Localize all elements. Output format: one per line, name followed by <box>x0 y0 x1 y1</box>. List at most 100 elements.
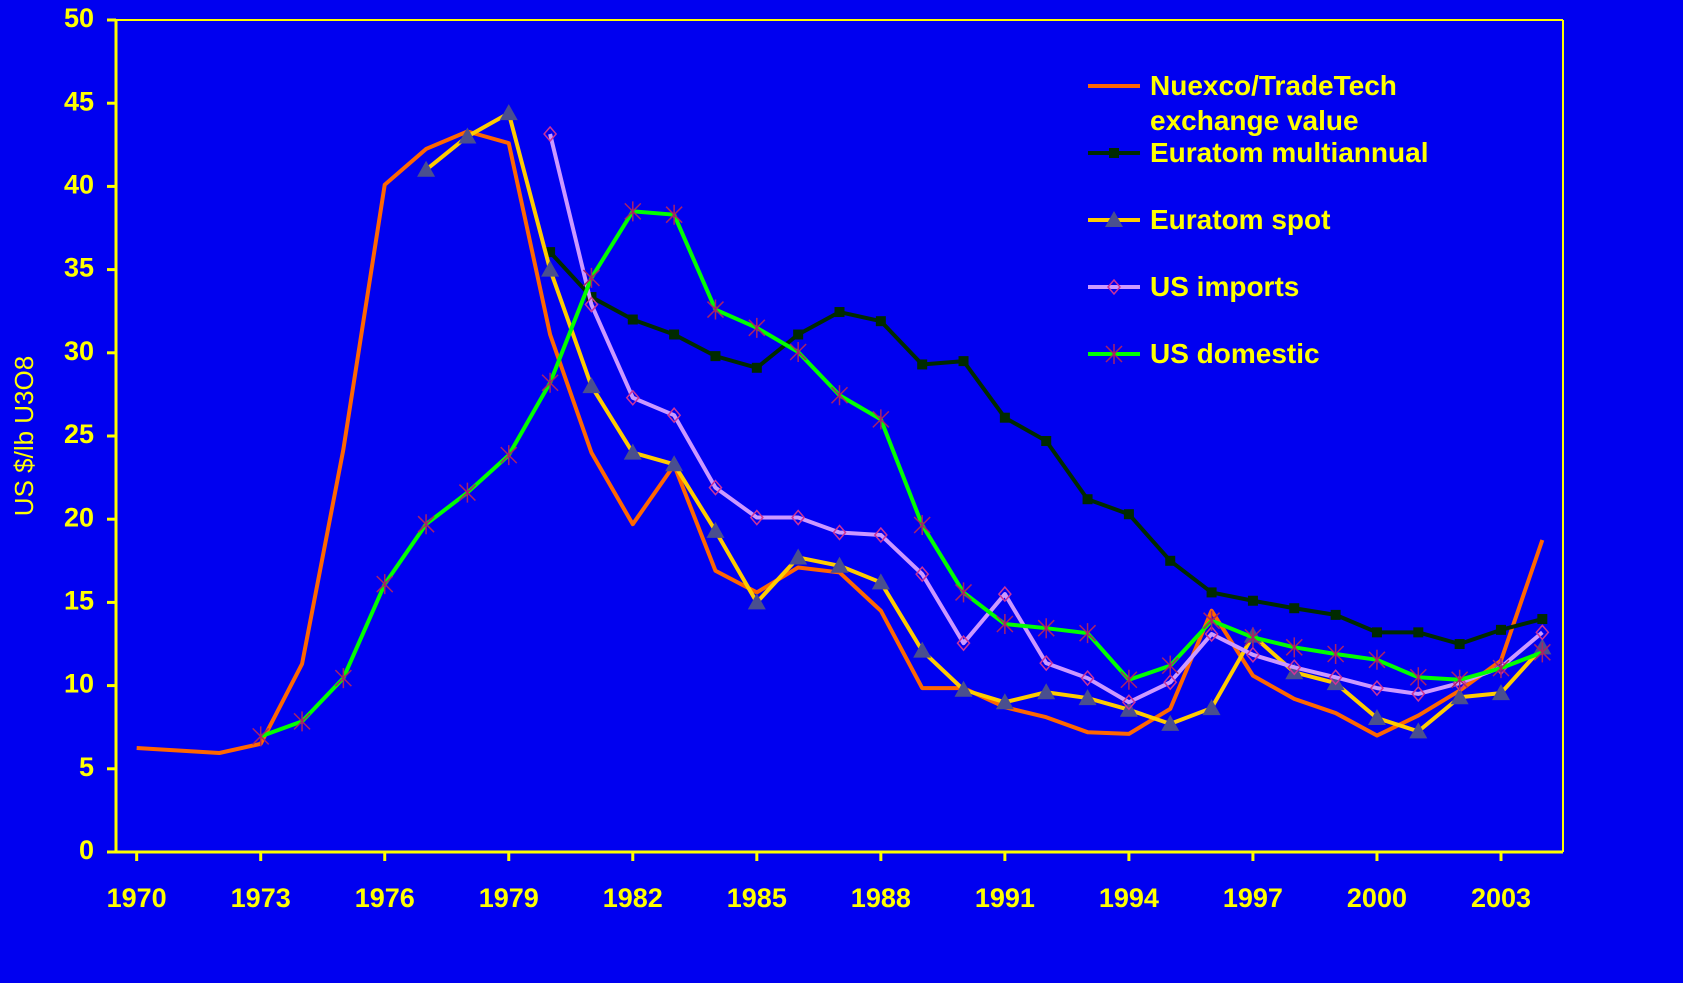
marker <box>1037 683 1056 700</box>
marker <box>1165 555 1176 566</box>
marker <box>1206 587 1217 598</box>
marker <box>545 247 556 258</box>
marker <box>999 412 1010 423</box>
marker <box>789 548 808 565</box>
marker <box>913 641 932 658</box>
y-tick-label: 35 <box>64 253 94 283</box>
marker <box>1454 639 1465 649</box>
marker <box>458 482 476 503</box>
marker <box>832 524 847 541</box>
marker <box>747 593 766 610</box>
marker <box>669 329 680 340</box>
marker <box>667 407 682 424</box>
marker <box>873 526 888 544</box>
y-tick-label: 5 <box>79 752 94 782</box>
marker <box>1328 669 1343 686</box>
marker <box>1037 618 1055 639</box>
marker <box>1492 658 1510 679</box>
marker <box>915 565 930 583</box>
marker <box>334 668 352 689</box>
x-tick-label: 1994 <box>1099 883 1159 913</box>
marker <box>1289 603 1300 614</box>
marker <box>543 125 558 143</box>
y-axis-label: US $/lb U3O8 <box>9 356 39 516</box>
y-tick-label: 50 <box>64 3 94 33</box>
marker <box>954 582 973 603</box>
legend-label: US domestic <box>1150 338 1320 369</box>
marker <box>1537 614 1548 625</box>
marker <box>1105 211 1123 227</box>
marker <box>749 509 764 526</box>
legend-label: Nuexco/TradeTech exchange value <box>1150 70 1397 136</box>
y-tick-label: 0 <box>79 835 94 865</box>
marker <box>748 317 766 338</box>
y-tick-label: 45 <box>64 86 94 116</box>
marker <box>1368 649 1386 670</box>
x-tick-label: 2003 <box>1471 883 1531 913</box>
marker <box>793 329 804 340</box>
marker <box>1244 627 1262 648</box>
marker <box>1105 344 1123 364</box>
marker <box>1450 688 1469 705</box>
marker <box>625 389 640 406</box>
marker <box>417 514 435 535</box>
series-line <box>548 133 1544 705</box>
marker <box>913 515 931 536</box>
marker <box>1163 674 1178 691</box>
marker <box>1285 663 1304 680</box>
y-tick-label: 25 <box>64 419 94 449</box>
marker <box>623 443 642 460</box>
marker <box>1245 646 1260 663</box>
marker <box>582 377 601 394</box>
marker <box>1409 722 1428 739</box>
marker <box>1495 624 1506 635</box>
y-tick-label: 10 <box>64 669 94 699</box>
marker <box>1330 609 1341 620</box>
marker <box>1247 595 1258 606</box>
y-tick-label: 15 <box>64 586 94 616</box>
marker <box>293 711 311 732</box>
marker <box>871 573 890 590</box>
marker <box>665 204 683 225</box>
legend-label: Euratom spot <box>1150 204 1331 235</box>
marker <box>958 356 969 367</box>
marker <box>1202 699 1221 716</box>
marker <box>872 409 890 430</box>
marker <box>1120 669 1138 690</box>
marker <box>627 314 638 325</box>
marker <box>1079 623 1097 644</box>
marker <box>541 372 559 393</box>
x-tick-label: 1979 <box>479 883 539 913</box>
marker <box>1123 509 1134 520</box>
marker <box>708 479 723 496</box>
x-tick-label: 2000 <box>1347 883 1407 913</box>
marker <box>1367 709 1386 726</box>
marker <box>710 351 721 362</box>
marker <box>1535 624 1550 641</box>
marker <box>376 574 394 595</box>
x-tick-label: 1973 <box>231 883 291 913</box>
marker <box>791 509 806 526</box>
marker <box>1285 637 1303 658</box>
marker <box>624 201 642 222</box>
marker <box>1039 654 1054 672</box>
marker <box>1287 659 1302 676</box>
marker <box>582 267 600 288</box>
marker <box>417 160 436 177</box>
x-tick-label: 1991 <box>975 883 1035 913</box>
marker <box>1082 494 1093 505</box>
x-tick-label: 1976 <box>355 883 415 913</box>
marker <box>917 359 928 370</box>
marker <box>995 693 1014 710</box>
marker <box>706 299 725 320</box>
y-tick-label: 20 <box>64 502 94 532</box>
marker <box>1109 148 1119 158</box>
marker <box>751 362 762 373</box>
marker <box>1041 435 1052 446</box>
marker <box>1080 669 1095 687</box>
x-tick-label: 1997 <box>1223 883 1283 913</box>
marker <box>1371 627 1382 638</box>
marker <box>1203 610 1221 631</box>
